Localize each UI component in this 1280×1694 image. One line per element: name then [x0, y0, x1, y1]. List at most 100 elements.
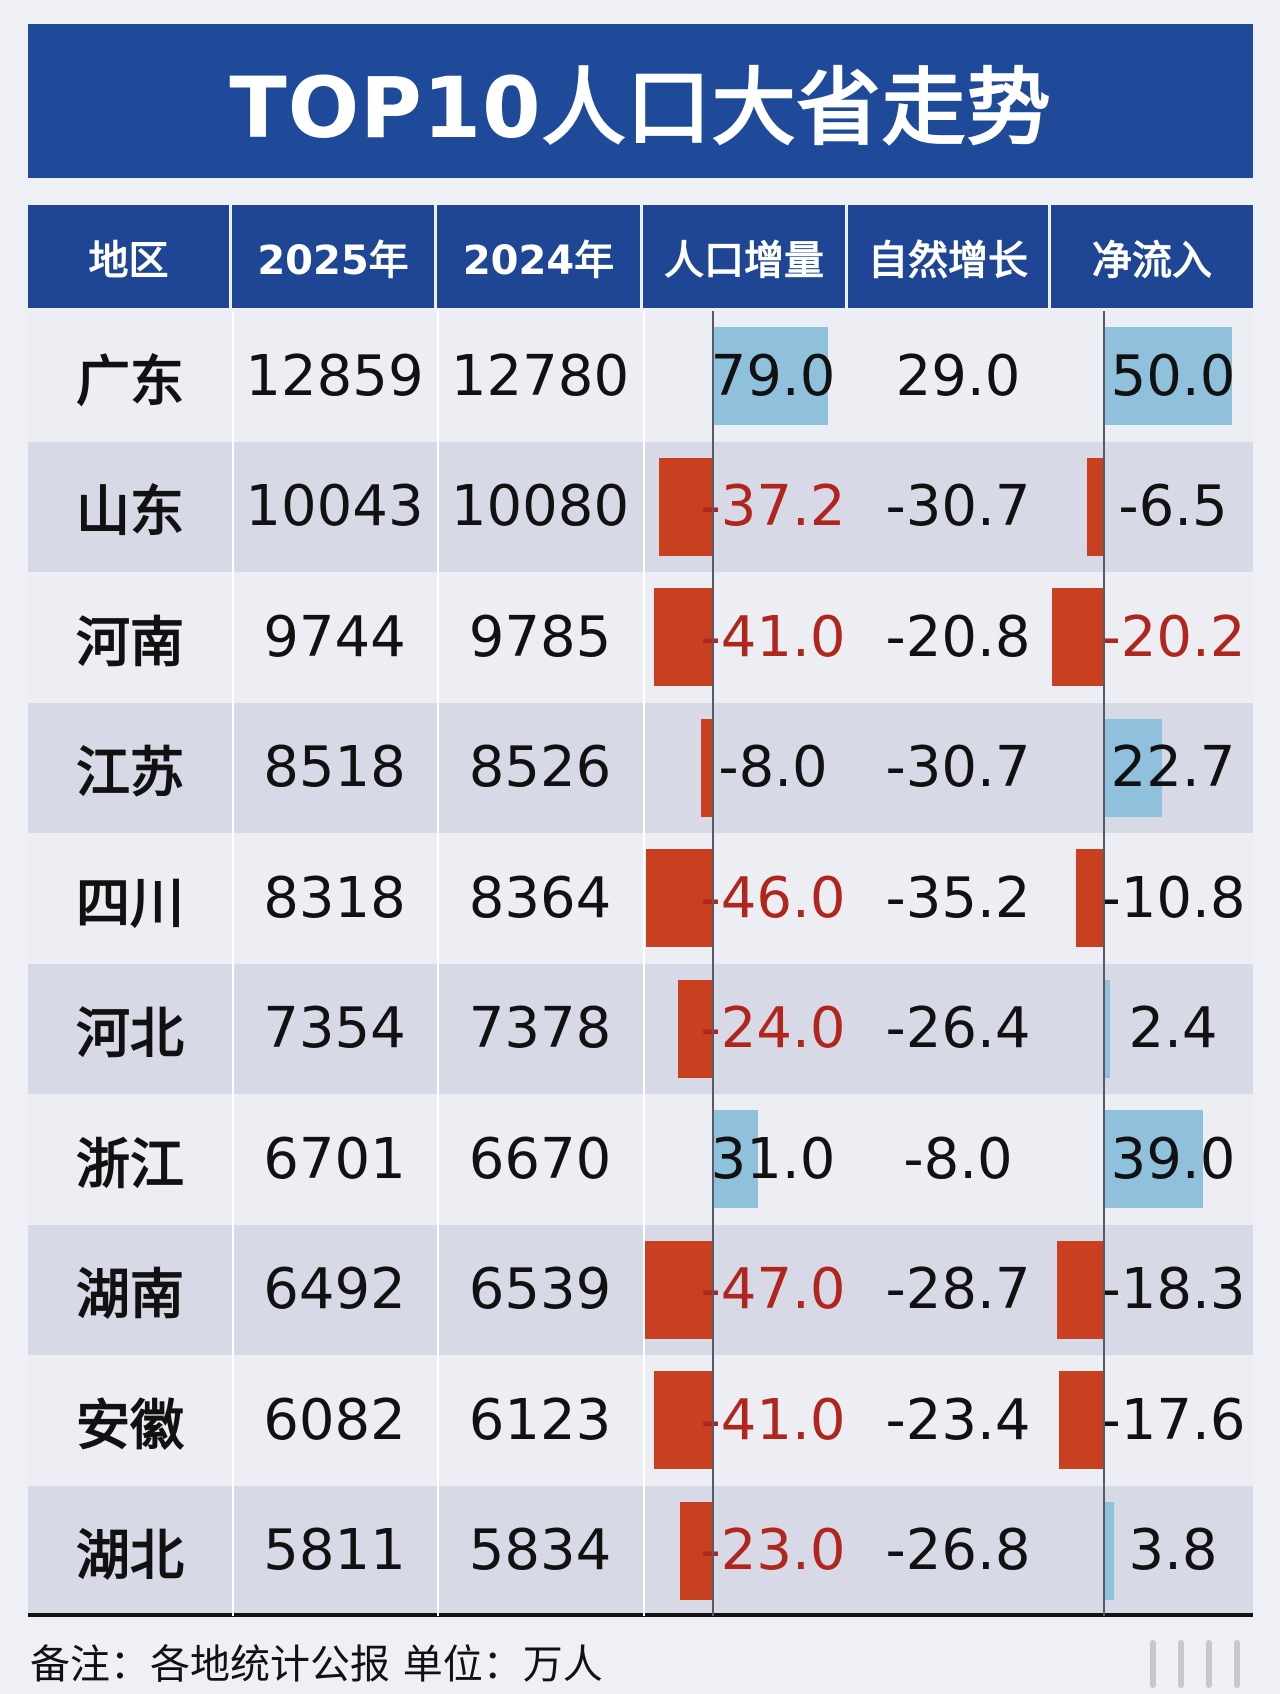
- column-divider: [437, 441, 439, 572]
- net-value: 50.0: [1110, 343, 1236, 409]
- region-name: 广东: [76, 349, 184, 413]
- column-divider: [643, 572, 645, 703]
- increase-bar: [679, 1501, 713, 1600]
- increase-bar: [646, 849, 713, 947]
- column-divider: [643, 963, 645, 1094]
- value-2025: 7354: [263, 996, 406, 1062]
- column-divider: [643, 833, 645, 964]
- net-axis: [1103, 311, 1105, 1616]
- net-value: -6.5: [1118, 474, 1228, 540]
- column-divider: [232, 702, 234, 833]
- value-2025: 6082: [263, 1387, 406, 1453]
- increase-value: -41.0: [700, 1387, 846, 1453]
- table-row: 河北 7354 7378 -24.0 -26.4 2.4: [28, 963, 1253, 1094]
- column-divider: [437, 833, 439, 964]
- net-value: -18.3: [1100, 1257, 1246, 1323]
- value-2024: 6539: [468, 1257, 612, 1323]
- increase-bar: [659, 457, 713, 556]
- increase-bar: [653, 588, 713, 686]
- header-net: 净流入: [1092, 237, 1212, 284]
- increase-value: -23.0: [700, 1518, 846, 1584]
- region-name: 四川: [76, 871, 184, 935]
- region-name: 江苏: [76, 741, 184, 805]
- increase-value: -37.2: [700, 474, 846, 540]
- title-banner: TOP10人口大省走势: [28, 24, 1253, 178]
- net-bar: [1104, 1110, 1204, 1208]
- increase-value: -46.0: [700, 865, 846, 931]
- table-row: 浙江 6701 6670 31.0 -8.0 39.0: [28, 1094, 1253, 1225]
- value-2024: 10080: [450, 474, 630, 540]
- increase-axis: [712, 311, 714, 1616]
- header-region: 地区: [28, 205, 232, 308]
- increase-bar: [713, 327, 828, 425]
- increase-value: 79.0: [710, 343, 836, 409]
- region-name: 湖南: [76, 1263, 184, 1327]
- column-divider: [232, 572, 234, 703]
- header-natural: 自然增长: [848, 205, 1051, 308]
- natural-value: -20.8: [885, 604, 1031, 670]
- column-divider: [643, 1485, 645, 1616]
- value-2024: 12780: [450, 343, 630, 409]
- region-name: 河南: [76, 610, 184, 674]
- column-divider: [232, 1224, 234, 1355]
- column-divider: [643, 1094, 645, 1225]
- column-divider: [643, 441, 645, 572]
- table-row: 广东 12859 12780 79.0 29.0 50.0: [28, 311, 1253, 442]
- net-value: 3.8: [1128, 1518, 1218, 1584]
- header-2024: 2024年: [437, 205, 643, 308]
- value-2025: 6701: [263, 1126, 406, 1192]
- natural-value: -26.8: [885, 1518, 1031, 1584]
- net-bar: [1052, 588, 1104, 686]
- net-bar: [1057, 1240, 1104, 1339]
- natural-value: -8.0: [903, 1126, 1013, 1192]
- header-increase: 人口增量: [643, 205, 848, 308]
- net-bar: [1076, 849, 1104, 947]
- increase-bar: [701, 718, 713, 817]
- region-name: 山东: [76, 480, 184, 544]
- net-value: -10.8: [1100, 865, 1246, 931]
- natural-value: 29.0: [895, 343, 1021, 409]
- region-name: 湖北: [76, 1524, 184, 1588]
- table-row: 安徽 6082 6123 -41.0 -23.4 -17.6: [28, 1355, 1253, 1486]
- increase-value: -41.0: [700, 604, 846, 670]
- value-2025: 8318: [263, 865, 406, 931]
- column-divider: [437, 1355, 439, 1486]
- net-value: 22.7: [1110, 735, 1236, 801]
- column-divider: [232, 963, 234, 1094]
- net-value: 2.4: [1128, 996, 1218, 1062]
- value-2025: 9744: [263, 604, 406, 670]
- value-2024: 9785: [468, 604, 612, 670]
- column-divider: [437, 702, 439, 833]
- net-bar: [1104, 979, 1111, 1078]
- column-divider: [232, 1485, 234, 1616]
- table-row: 河南 9744 9785 -41.0 -20.8 -20.2: [28, 572, 1253, 703]
- column-divider: [437, 1094, 439, 1225]
- value-2025: 10043: [245, 474, 424, 540]
- increase-value: 31.0: [710, 1126, 836, 1192]
- column-divider: [437, 572, 439, 703]
- natural-value: -30.7: [885, 474, 1031, 540]
- net-bar: [1104, 1501, 1114, 1600]
- column-divider: [232, 441, 234, 572]
- column-divider: [437, 311, 439, 442]
- column-divider: [232, 311, 234, 442]
- column-divider: [437, 1224, 439, 1355]
- table-row: 湖南 6492 6539 -47.0 -28.7 -18.3: [28, 1224, 1253, 1355]
- value-2024: 6123: [468, 1387, 612, 1453]
- column-divider: [437, 963, 439, 1094]
- increase-bar: [644, 1240, 713, 1339]
- table-row: 湖北 5811 5834 -23.0 -26.8 3.8: [28, 1485, 1253, 1616]
- natural-value: -26.4: [885, 996, 1031, 1062]
- region-name: 河北: [76, 1002, 184, 1066]
- natural-value: -30.7: [885, 735, 1031, 801]
- net-value: -20.2: [1100, 604, 1246, 670]
- watermark-icon: [1150, 1640, 1240, 1688]
- column-divider: [643, 1355, 645, 1486]
- footer-note: 备注：各地统计公报 单位：万人: [30, 1642, 603, 1688]
- net-bar: [1087, 457, 1104, 556]
- net-value: 39.0: [1110, 1126, 1236, 1192]
- increase-value: -47.0: [700, 1257, 846, 1323]
- value-2024: 7378: [468, 996, 612, 1062]
- value-2025: 5811: [263, 1518, 406, 1584]
- column-divider: [232, 1094, 234, 1225]
